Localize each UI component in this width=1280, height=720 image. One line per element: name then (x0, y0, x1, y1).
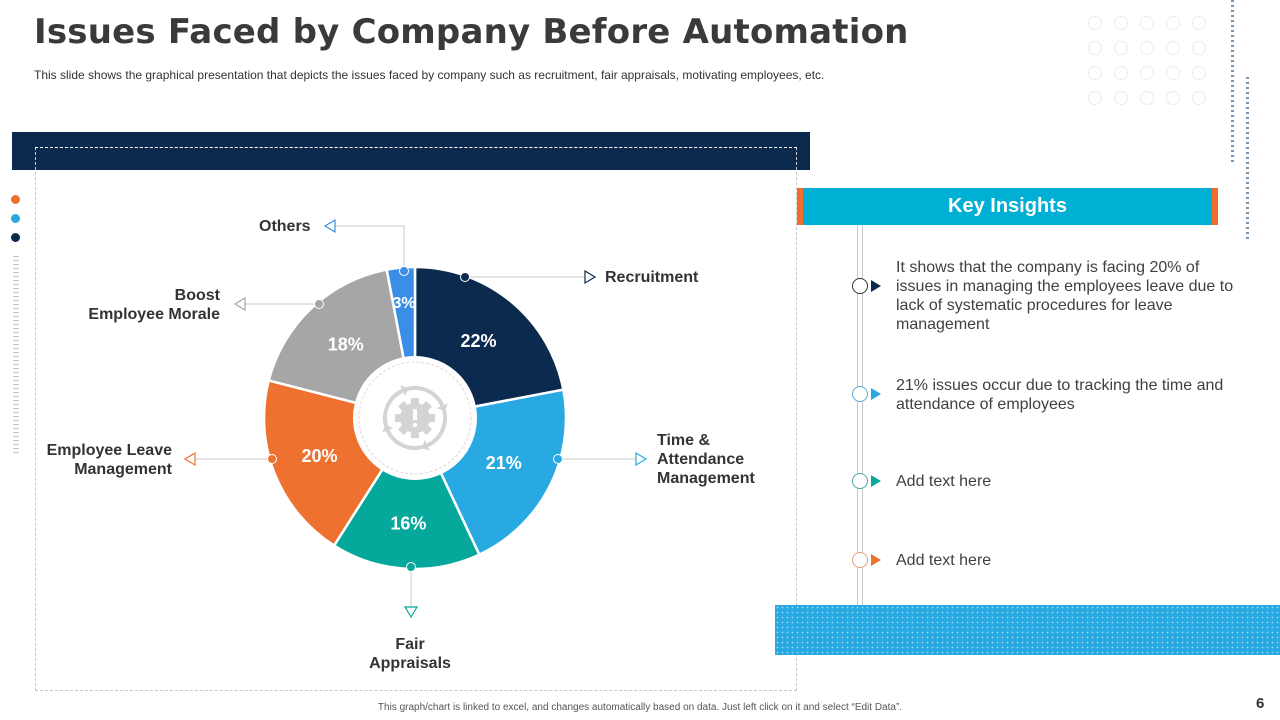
label-fair-appraisals: Fair Appraisals (350, 635, 470, 673)
decorative-circle (1140, 91, 1154, 105)
decorative-circle (1114, 41, 1128, 55)
cycle-arrow-icon (403, 386, 445, 407)
decorative-circle (1166, 91, 1180, 105)
donut-hole-ring (358, 361, 472, 475)
decorative-dotted-band (775, 605, 1280, 655)
label-recruitment: Recruitment (605, 269, 699, 286)
label-line: Time & (657, 432, 711, 449)
key-insights-header: Key Insights (797, 188, 1218, 225)
decorative-circle (1192, 16, 1206, 30)
side-lines-decoration (13, 256, 19, 454)
page-title: Issues Faced by Company Before Automatio… (34, 12, 909, 52)
label-boost-employee-morale: Boost Employee Morale (60, 286, 220, 324)
decorative-circle-grid (1088, 16, 1206, 105)
leader-arrow-icon (403, 606, 419, 619)
play-arrow-icon (871, 280, 881, 292)
exclamation-icon (413, 409, 417, 420)
decorative-circle (1088, 41, 1102, 55)
insight-item: It shows that the company is facing 20% … (852, 258, 1236, 334)
slice-value-label: 21% (486, 453, 522, 473)
timeline-node-icon (852, 552, 868, 568)
chart-frame-top (35, 147, 797, 148)
leader-arrow-icon (584, 269, 597, 285)
slice-value-label: 18% (328, 334, 364, 354)
slice-value-label: 20% (302, 446, 338, 466)
play-arrow-icon (871, 554, 881, 566)
decorative-circle (1088, 91, 1102, 105)
cycle-arrowhead-icon (436, 403, 448, 412)
page-number: 6 (1256, 695, 1265, 712)
play-arrow-icon (871, 475, 881, 487)
label-time-attendance-management: Time & Attendance Management (657, 431, 755, 488)
timeline-node-icon (852, 278, 868, 294)
cycle-arrow-icon (385, 429, 426, 450)
label-employee-leave-management: Employee Leave Management (30, 441, 172, 479)
label-line: Management (657, 470, 755, 487)
page-subtitle: This slide shows the graphical presentat… (34, 68, 825, 82)
timeline-line (857, 225, 863, 605)
decorative-circle (1140, 41, 1154, 55)
leader-arrow-icon (635, 451, 648, 467)
label-line: Fair (395, 636, 425, 653)
slice-value-label: 22% (461, 331, 497, 351)
gear-tooth-icon (411, 430, 419, 438)
decorative-circle (1166, 16, 1180, 30)
decorative-circle (1140, 66, 1154, 80)
decorative-circle (1192, 91, 1206, 105)
slice-value-label: 16% (390, 513, 426, 533)
decorative-circle (1088, 16, 1102, 30)
decorative-circle (1166, 41, 1180, 55)
label-line: Employee Morale (88, 306, 220, 323)
donut-chart[interactable]: 22% 21% 16% 20% 18% 3% (0, 0, 810, 700)
insight-text: Add text here (896, 473, 992, 490)
timeline-node-icon (852, 473, 868, 489)
insight-text: Add text here (896, 552, 992, 569)
cycle-arrow-icon (383, 388, 404, 430)
leader-anchor-dot (399, 266, 409, 276)
insight-text: 21% issues occur due to tracking the tim… (896, 377, 1224, 413)
decorative-dotted-line (1246, 77, 1249, 242)
decorative-circle (1114, 66, 1128, 80)
label-line: Employee Leave (46, 442, 172, 459)
chart-header-band (12, 132, 810, 170)
label-line: Appraisals (369, 655, 451, 672)
leader-arrow-icon (323, 218, 336, 234)
leader-anchor-dot (314, 299, 324, 309)
gear-tooth-icon (411, 398, 419, 406)
side-dot (11, 233, 20, 242)
label-line: Boost (174, 287, 220, 304)
footer-note: This graph/chart is linked to excel, and… (377, 702, 903, 713)
leader-anchor-dot (460, 272, 470, 282)
decorative-circle (1114, 16, 1128, 30)
play-arrow-icon (871, 388, 881, 400)
pie-slice[interactable] (332, 415, 481, 571)
leader-arrow-icon (233, 296, 246, 312)
exclamation-dot-icon (412, 422, 418, 428)
insight-item: Add text here (852, 551, 1236, 570)
leader-anchor-dot (267, 454, 277, 464)
decorative-circle (1140, 16, 1154, 30)
decorative-circle (1114, 91, 1128, 105)
leader-arrow-icon (183, 451, 196, 467)
decorative-circle (1088, 66, 1102, 80)
slice-value-label: 3% (392, 295, 415, 312)
decorative-dotted-line (1231, 0, 1234, 165)
decorative-circle (1192, 41, 1206, 55)
insight-text: It shows that the company is facing 20% … (896, 259, 1234, 333)
insight-item: Add text here (852, 472, 1236, 491)
timeline-node-icon (852, 386, 868, 402)
insight-item: 21% issues occur due to tracking the tim… (852, 376, 1236, 414)
label-line: Attendance (657, 451, 745, 468)
leader-anchor-dot (553, 454, 563, 464)
label-line: Management (74, 461, 172, 478)
label-others: Others (259, 218, 311, 235)
cycle-arrow-icon (426, 407, 447, 448)
side-dot (11, 214, 20, 223)
leader-anchor-dot (406, 562, 416, 572)
leader-line (335, 225, 405, 271)
decorative-circle (1166, 66, 1180, 80)
decorative-circle (1192, 66, 1206, 80)
side-dots (11, 195, 20, 252)
side-dot (11, 195, 20, 204)
